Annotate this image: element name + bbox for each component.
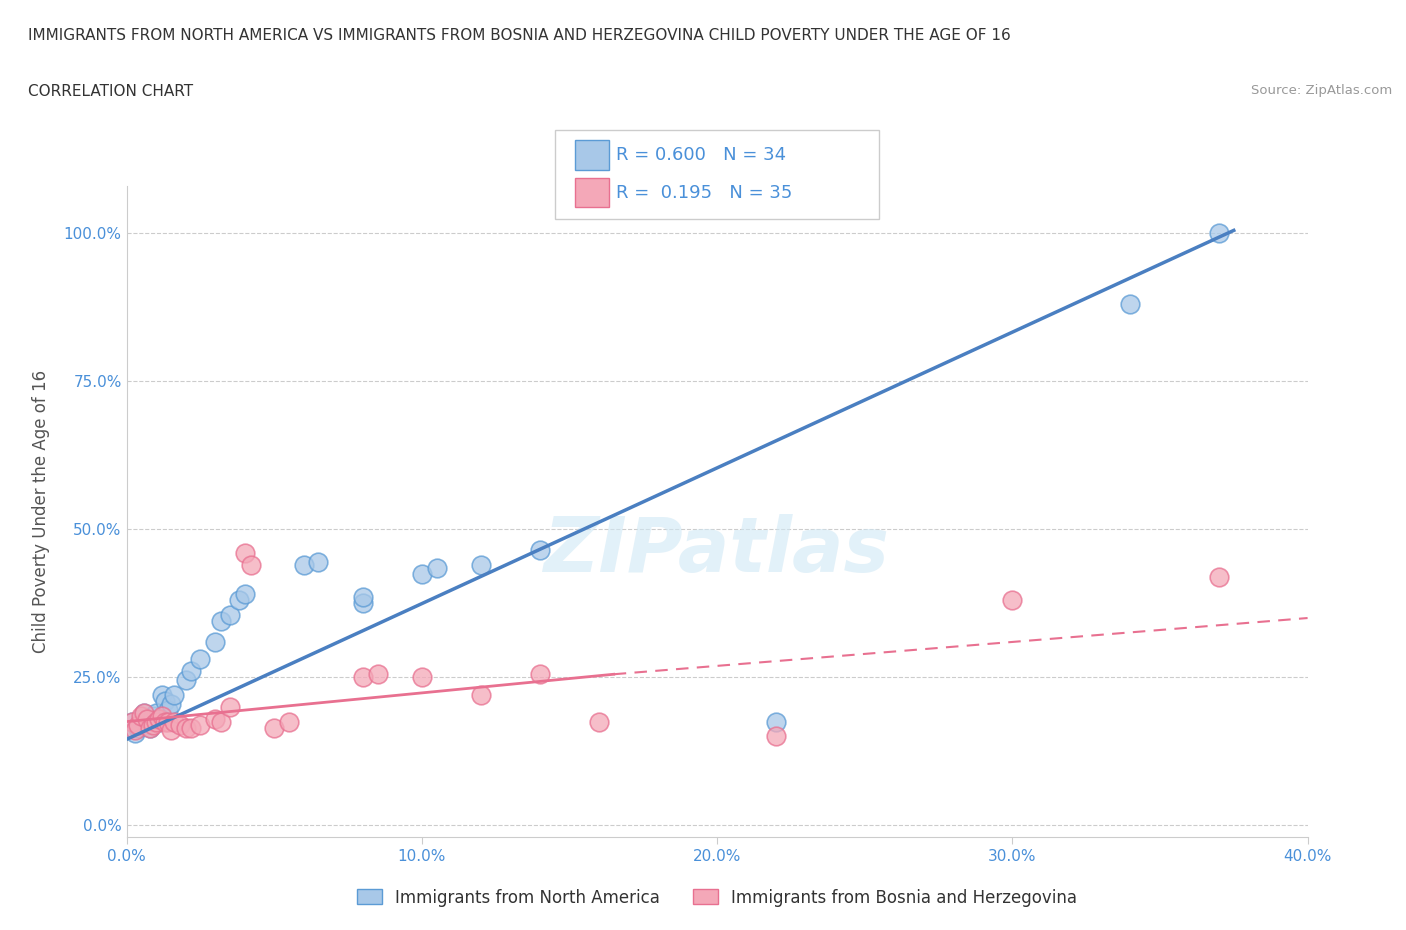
Point <box>352 596 374 611</box>
Text: R =  0.195   N = 35: R = 0.195 N = 35 <box>616 183 792 202</box>
Point <box>292 557 315 572</box>
Point <box>163 687 186 702</box>
Point <box>148 711 170 726</box>
Point <box>153 714 176 729</box>
Point <box>411 670 433 684</box>
Point <box>204 711 226 726</box>
Point <box>124 726 146 741</box>
Point <box>233 546 256 561</box>
Point <box>121 714 143 729</box>
Point <box>1119 297 1142 312</box>
Point <box>219 607 242 622</box>
Point <box>163 714 186 729</box>
Point <box>209 614 232 629</box>
Point <box>425 560 447 575</box>
Text: ZIPatlas: ZIPatlas <box>544 513 890 588</box>
Point <box>470 557 492 572</box>
Point <box>278 714 301 729</box>
Text: R = 0.600   N = 34: R = 0.600 N = 34 <box>616 146 786 165</box>
Point <box>411 566 433 581</box>
Point <box>127 720 149 735</box>
Point <box>156 702 179 717</box>
Point <box>150 687 173 702</box>
Point <box>529 667 551 682</box>
Point <box>145 714 167 729</box>
Point <box>139 720 162 735</box>
Point <box>124 723 146 737</box>
Point <box>765 729 787 744</box>
Point <box>470 687 492 702</box>
Point <box>188 652 211 667</box>
Point <box>1208 226 1230 241</box>
Point <box>129 709 153 724</box>
Point <box>209 714 232 729</box>
Point <box>219 699 242 714</box>
Point <box>228 592 250 607</box>
Point <box>366 667 388 682</box>
Point <box>352 590 374 604</box>
Point <box>150 709 173 724</box>
Point <box>180 664 202 679</box>
Point <box>588 714 610 729</box>
Text: IMMIGRANTS FROM NORTH AMERICA VS IMMIGRANTS FROM BOSNIA AND HERZEGOVINA CHILD PO: IMMIGRANTS FROM NORTH AMERICA VS IMMIGRA… <box>28 28 1011 43</box>
Y-axis label: Child Poverty Under the Age of 16: Child Poverty Under the Age of 16 <box>32 370 49 653</box>
Point <box>1001 592 1024 607</box>
Point <box>180 720 202 735</box>
Point <box>139 720 162 735</box>
Legend: Immigrants from North America, Immigrants from Bosnia and Herzegovina: Immigrants from North America, Immigrant… <box>350 882 1084 913</box>
Point <box>129 711 153 726</box>
Point <box>159 723 183 737</box>
Point <box>188 717 211 732</box>
Point <box>142 709 165 724</box>
Point <box>233 587 256 602</box>
Point <box>127 717 149 732</box>
Point <box>1208 569 1230 584</box>
Point <box>156 714 179 729</box>
Point <box>142 717 165 732</box>
Text: Source: ZipAtlas.com: Source: ZipAtlas.com <box>1251 84 1392 97</box>
Text: CORRELATION CHART: CORRELATION CHART <box>28 84 193 99</box>
Point <box>239 557 262 572</box>
Point <box>136 717 159 732</box>
Point <box>174 720 197 735</box>
Point <box>134 705 156 720</box>
Point <box>145 705 167 720</box>
Point <box>134 705 156 720</box>
Point <box>765 714 787 729</box>
Point <box>529 542 551 557</box>
Point <box>263 720 285 735</box>
Point <box>352 670 374 684</box>
Point <box>148 714 170 729</box>
Point <box>153 694 176 709</box>
Point <box>169 717 191 732</box>
Point <box>136 711 159 726</box>
Point <box>174 672 197 687</box>
Point <box>204 634 226 649</box>
Point <box>159 697 183 711</box>
Point <box>307 554 329 569</box>
Point <box>121 714 143 729</box>
